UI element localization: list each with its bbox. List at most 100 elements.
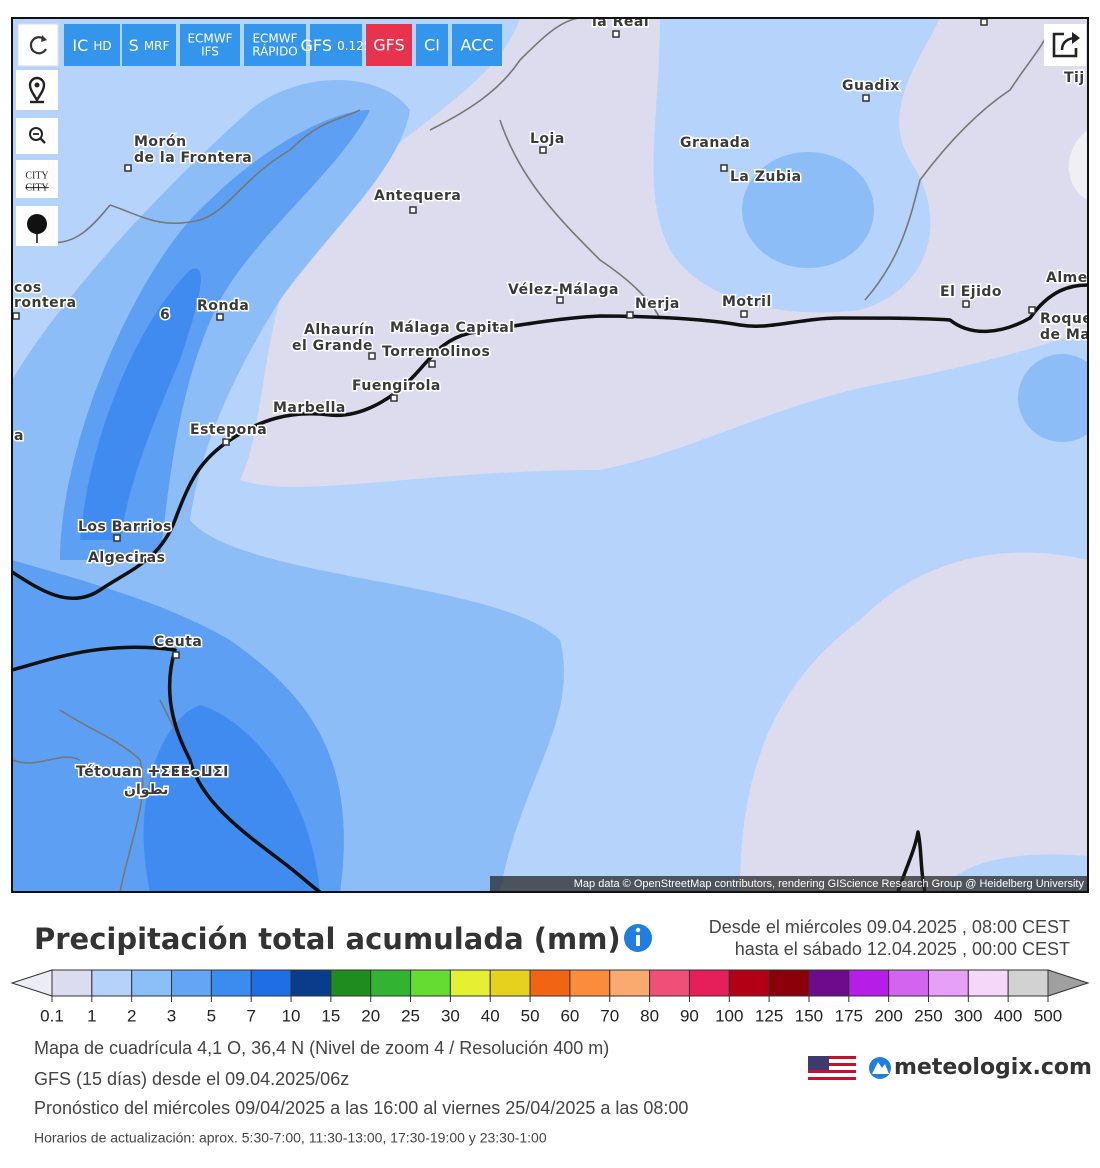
model-button[interactable]: GFS 0.125 [301,24,372,66]
attribution-box [490,876,1088,892]
place-label: 6 [160,307,170,323]
coastline [896,830,927,892]
flag-us[interactable] [808,1056,856,1082]
button-sub: RÁPIDO [252,44,298,59]
scale-tick-label: 40 [481,1006,500,1025]
scale-tick-label: 3 [167,1006,176,1025]
scale-tick-label: 500 [1034,1006,1062,1025]
city-tool[interactable]: CITY CITY [16,160,58,198]
place-marker [980,18,988,26]
place-label: Nerja [635,296,680,312]
precip-zone [1068,130,1088,200]
scale-box [290,969,332,997]
button-sub: MRF [144,39,170,53]
place-marker [556,296,564,304]
coastline [12,645,322,892]
button-sub: 0.125 [337,39,371,53]
place-marker [124,164,132,172]
scale-tick-label: 300 [954,1006,982,1025]
place-label: Málaga Capital [390,320,514,336]
scale-box [768,969,810,997]
zoom-tool[interactable] [16,118,58,154]
place-marker [172,651,180,659]
button-label: GFS [373,36,404,55]
scale-tick-label: 70 [600,1006,619,1025]
scale-box [848,969,890,997]
place-label: تطوان [124,782,168,798]
logo-text: meteologix.com [894,1055,1092,1080]
border [864,29,1051,301]
place-marker [216,313,224,321]
place-label: Estepona [190,422,267,438]
place-marker [113,534,121,542]
scale-tick-label: 150 [795,1006,823,1025]
logo[interactable]: meteologix.com [869,1055,1092,1080]
model-button[interactable]: ACC [452,24,502,66]
button-label: ECMWF [252,32,297,46]
scale-tick-label: 175 [835,1006,863,1025]
place-label: Tij [1064,70,1085,86]
place-marker [409,206,417,214]
place-label: La Zubia [730,169,802,185]
place-label: Algeciras [88,550,165,566]
place-label: de la Frontera [134,150,252,166]
button-bg [180,24,240,66]
model-button[interactable]: CI [416,24,448,66]
scale-box [489,969,531,997]
button-label: S [129,36,139,55]
scale-high-arrow [1047,969,1090,997]
info-icon[interactable] [624,924,652,952]
legend-title: Precipitación total acumulada (mm) [34,922,621,956]
place-label: Tétouan ⵜⵉⵟⵟⴰⵡⵉⵏ [76,764,229,780]
reload-button[interactable] [17,23,59,67]
location-tool[interactable] [16,70,58,110]
button-bg [416,24,448,66]
model-button[interactable]: GFS [366,24,412,66]
button-label: ECMWF [187,32,232,46]
scale-tick-label: 125 [755,1006,783,1025]
scale-box [967,969,1009,997]
scale-tick-label: 400 [994,1006,1022,1025]
period-from: Desde el miércoles 09.04.2025 , 08:00 CE… [709,917,1070,937]
scale-box [449,969,491,997]
scale-tick-label: 25 [401,1006,420,1025]
place-label: rontera [14,295,77,311]
place-label: Guadix [842,78,900,94]
scale-tick-label: 80 [640,1006,659,1025]
place-marker [740,310,748,318]
place-label: cos [14,280,42,296]
scale-box [131,969,173,997]
button-label: GFS 0.125 [301,36,372,55]
balloon-tool[interactable] [16,206,58,246]
scale-box [688,969,730,997]
place-marker [428,360,436,368]
attribution: Map data © OpenStreetMap contributors, r… [574,878,1085,890]
scale-box [529,969,571,997]
scale-box [51,969,93,997]
scale-tick-label: 20 [361,1006,380,1025]
border [499,119,661,319]
place-label: Roque [1040,311,1092,327]
place-label: Alhaurín [304,322,375,338]
model-button[interactable]: IC HD [64,24,120,66]
place-label: Loja [530,131,565,147]
model-button[interactable]: S MRF [122,24,176,66]
share-button[interactable] [1044,24,1086,66]
scale-box [1007,969,1049,997]
place-label: El Ejido [940,284,1002,300]
scale-tick-label: 15 [321,1006,340,1025]
place-label: Los Barrios [78,519,172,535]
place-label: Motril [722,294,772,310]
scale-low-arrow [10,969,53,997]
scale-box [888,969,929,997]
place-marker [222,438,230,446]
place-label: Torremolinos [382,344,490,360]
place-label: Fuengirola [352,378,441,394]
scale-tick-label: 1 [87,1006,96,1025]
update-info: Horarios de actualización: aprox. 5:30-7… [34,1130,547,1146]
